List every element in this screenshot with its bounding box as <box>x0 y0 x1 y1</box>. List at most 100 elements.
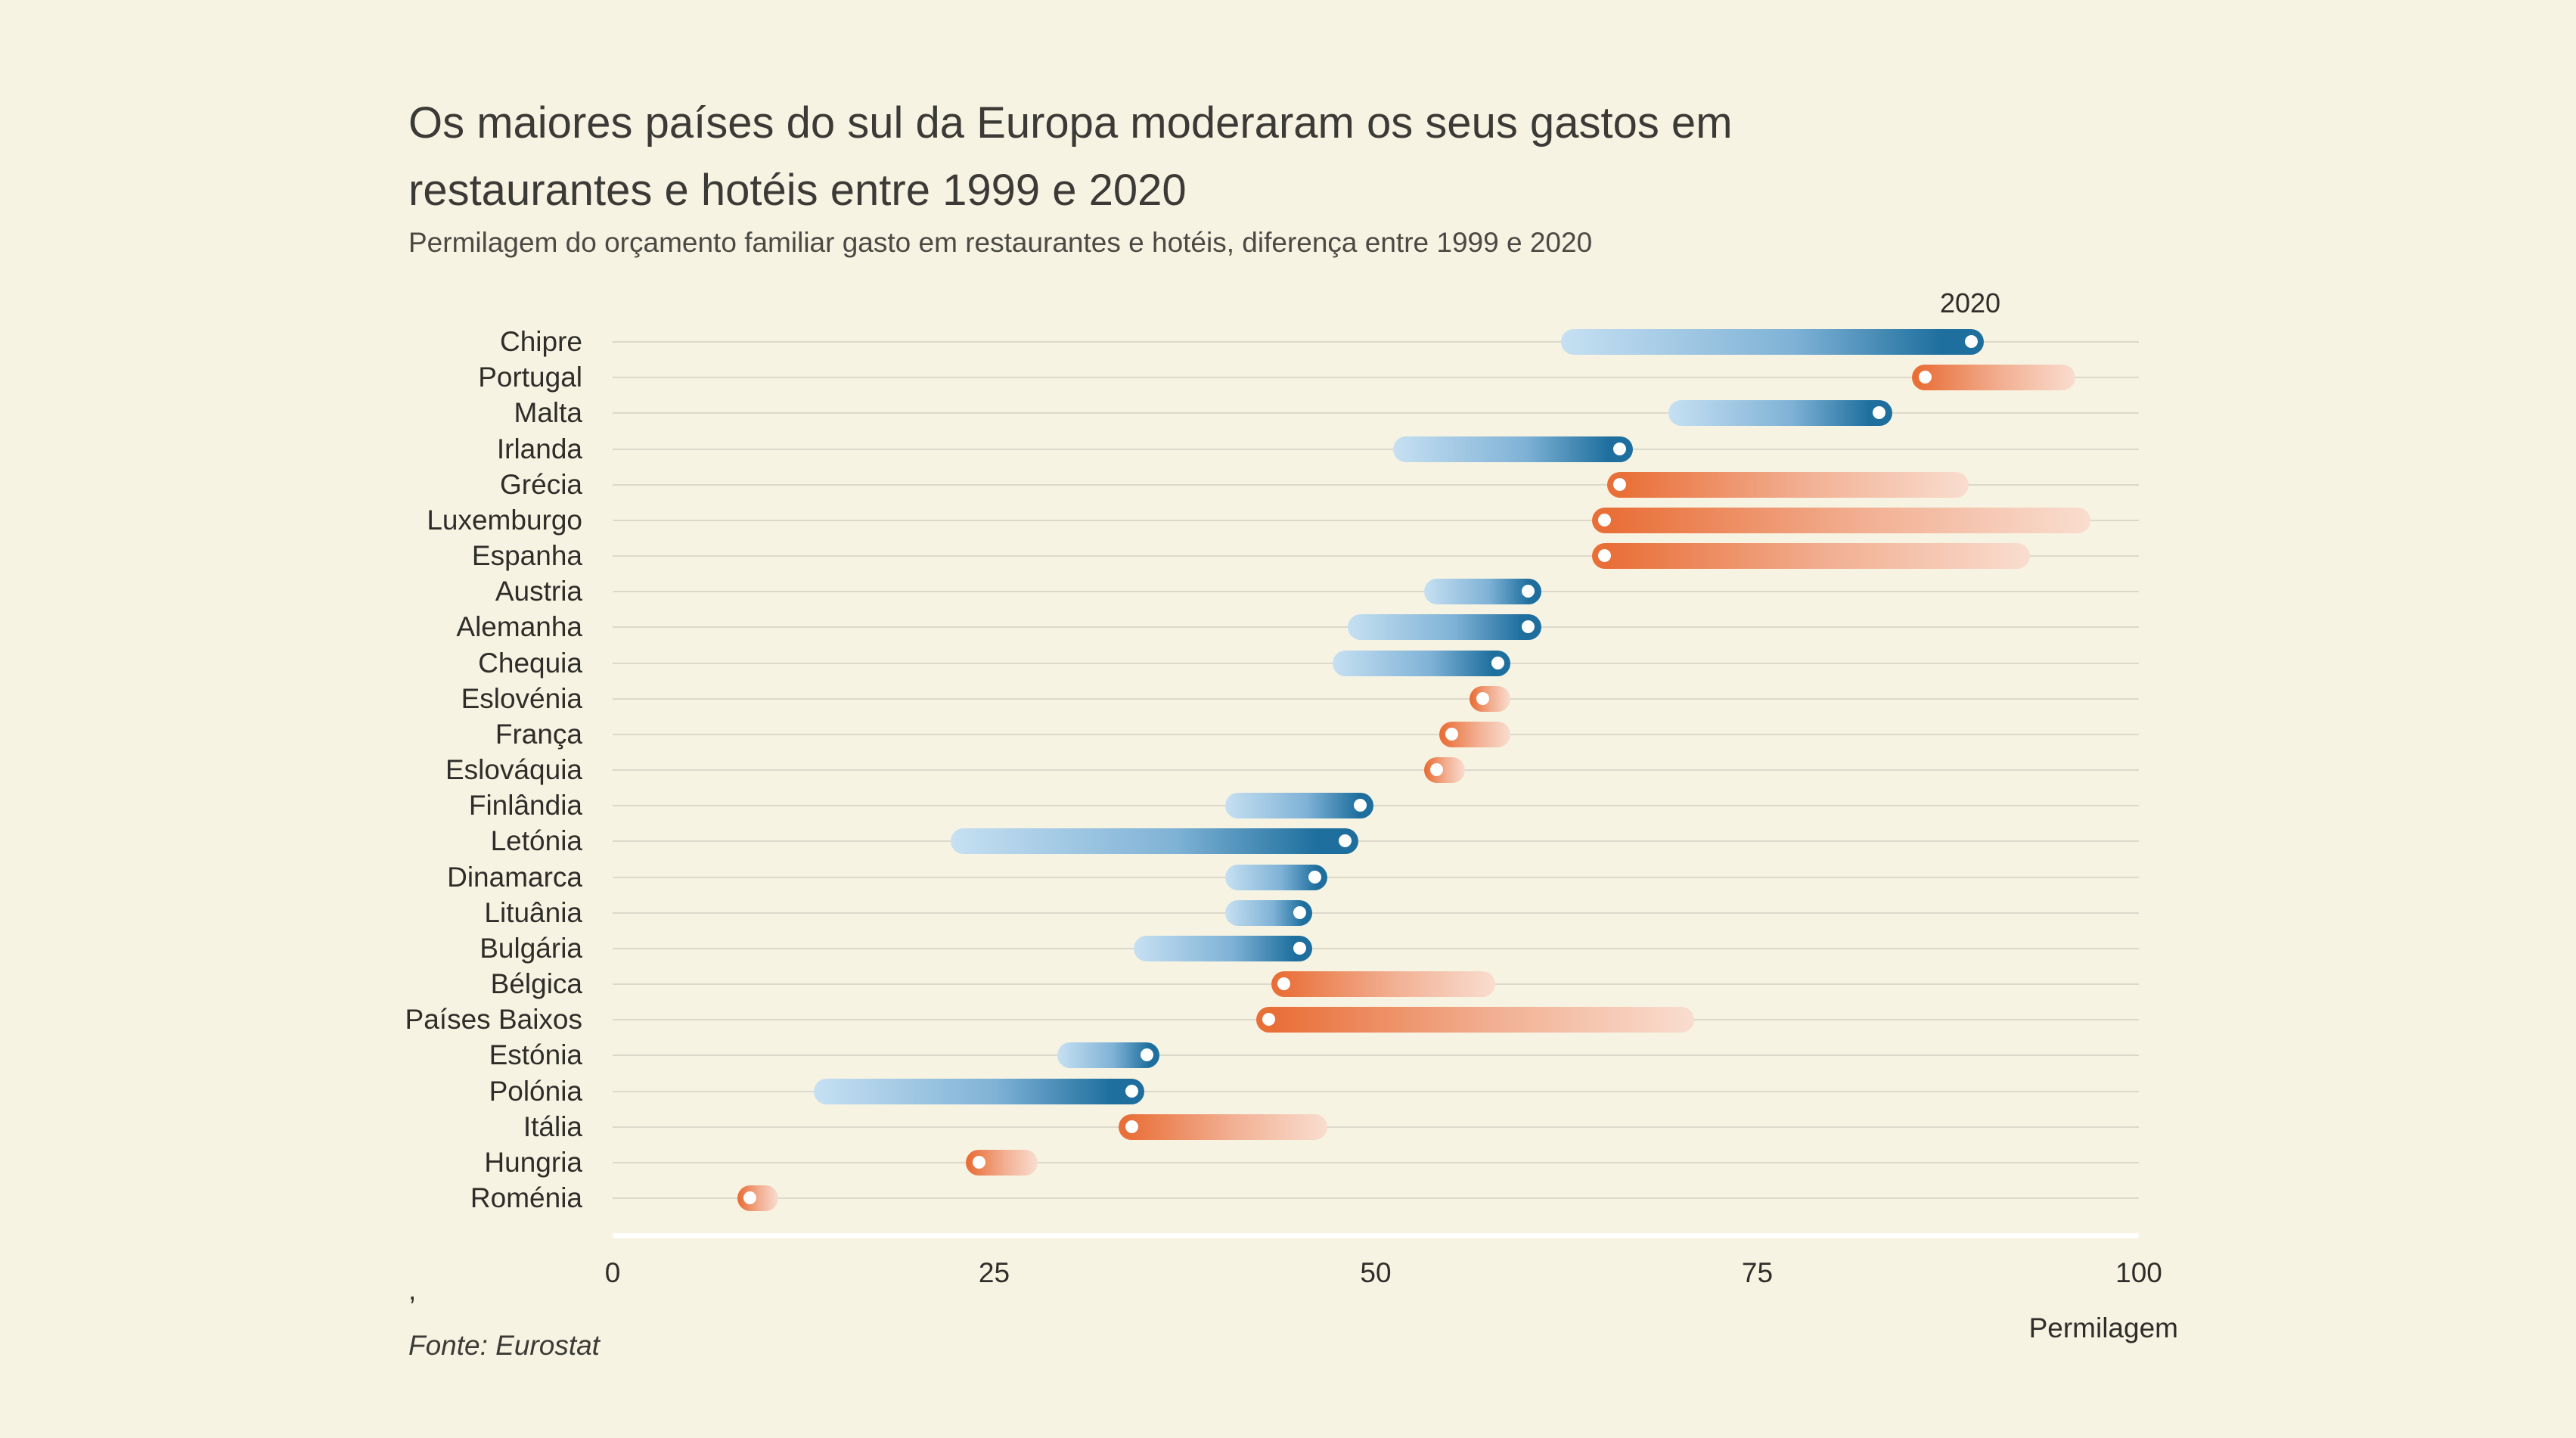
comet-bar-decrease <box>1423 757 1465 783</box>
year-2020-dot <box>1613 442 1627 455</box>
gridline <box>613 591 2139 593</box>
country-label: Países Baixos <box>405 1004 582 1036</box>
gridline <box>613 1054 2139 1057</box>
comet-bar-increase <box>1668 400 1892 427</box>
comet-bar-increase <box>1225 864 1328 890</box>
x-tick-label: 75 <box>1741 1257 1774 1288</box>
x-tick-label: 25 <box>978 1257 1010 1288</box>
country-label: Alemanha <box>456 611 582 643</box>
country-label: França <box>495 718 582 750</box>
gridline <box>613 448 2139 450</box>
country-label: Eslováquia <box>445 754 582 785</box>
year-2020-dot <box>1522 620 1535 634</box>
country-label: Lituânia <box>484 896 582 928</box>
comet-bar-increase <box>1225 793 1373 819</box>
country-label: Chequia <box>478 647 582 679</box>
year-2020-dot <box>743 1191 757 1204</box>
comet-bar-increase <box>1393 436 1633 462</box>
comet-bar-decrease <box>1591 507 2091 533</box>
gridline <box>613 412 2139 415</box>
year-2020-dot <box>1354 799 1367 812</box>
year-2020-dot <box>1598 549 1612 562</box>
gridline <box>613 555 2139 557</box>
country-label: Finlândia <box>468 790 582 821</box>
gridline <box>613 377 2139 379</box>
gridline <box>613 519 2139 521</box>
gridline <box>613 341 2139 343</box>
year-2020-dot <box>1293 905 1306 919</box>
comet-bar-increase <box>1225 899 1313 926</box>
gridline <box>613 1161 2139 1163</box>
gridline <box>613 840 2139 843</box>
x-tick-label: 0 <box>604 1257 621 1288</box>
x-tick-label: 50 <box>1360 1257 1392 1288</box>
country-label: Hungria <box>484 1146 582 1178</box>
source-credit: Fonte: Eurostat <box>408 1330 600 1361</box>
year-2020-annotation: 2020 <box>1939 287 2001 318</box>
gridline <box>613 805 2139 807</box>
comet-bar-decrease <box>1470 685 1511 712</box>
country-label: Itália <box>523 1110 582 1142</box>
footer-comma: , <box>408 1275 417 1306</box>
year-2020-dot <box>1445 727 1459 741</box>
country-label: Portugal <box>478 362 582 393</box>
gridline <box>613 1090 2139 1092</box>
gridline <box>613 697 2139 700</box>
comet-bar-decrease <box>1591 543 2030 569</box>
comet-bar-increase <box>1332 650 1511 676</box>
gridline <box>613 876 2139 878</box>
country-label: Bélgica <box>490 968 582 999</box>
country-label: Irlanda <box>496 433 582 464</box>
gridline <box>613 1126 2139 1128</box>
country-label: Espanha <box>471 540 582 571</box>
gridline <box>613 769 2139 771</box>
country-label: Luxemburgo <box>427 504 582 536</box>
year-2020-dot <box>1873 406 1886 420</box>
x-axis-unit-label: Permilagem <box>2028 1312 2178 1343</box>
comet-bar-decrease <box>966 1149 1038 1176</box>
gridline <box>613 912 2139 914</box>
year-2020-dot <box>1140 1048 1153 1062</box>
year-2020-dot <box>1430 763 1444 776</box>
country-label: Grécia <box>500 468 582 500</box>
comet-bar-increase <box>1134 935 1313 961</box>
comet-bar-increase <box>951 828 1358 855</box>
comet-bar-increase <box>1057 1042 1160 1069</box>
country-label: Chipre <box>500 326 582 357</box>
year-2020-dot <box>1476 691 1489 705</box>
year-2020-dot <box>1522 585 1535 598</box>
comet-bar-increase <box>813 1078 1145 1104</box>
country-label: Estónia <box>489 1039 582 1071</box>
country-label: Austria <box>495 576 582 607</box>
year-2020-dot <box>1918 371 1932 384</box>
comet-bar-increase <box>1423 579 1541 605</box>
year-2020-dot <box>1598 513 1612 526</box>
chart-title-line2: restaurantes e hotéis entre 1999 e 2020 <box>408 166 1187 215</box>
comet-bar-decrease <box>1271 971 1496 997</box>
year-2020-dot <box>1262 1013 1276 1026</box>
country-label: Roménia <box>470 1182 582 1213</box>
year-2020-dot <box>1613 477 1627 491</box>
year-2020-dot <box>1293 941 1306 955</box>
comet-bar-decrease <box>1439 721 1511 747</box>
year-2020-dot <box>1125 1120 1138 1133</box>
country-label: Eslovénia <box>461 682 582 714</box>
country-label: Letónia <box>490 825 582 857</box>
gridline <box>613 947 2139 949</box>
comet-bar-decrease <box>1119 1113 1328 1140</box>
chart-title-line1: Os maiores países do sul da Europa moder… <box>408 98 1733 148</box>
gridline <box>613 483 2139 486</box>
year-2020-dot <box>972 1155 985 1169</box>
country-label: Malta <box>514 397 582 429</box>
year-2020-dot <box>1277 977 1291 990</box>
gridline <box>613 733 2139 735</box>
chart-subtitle: Permilagem do orçamento familiar gasto e… <box>408 227 1593 258</box>
comet-bar-decrease <box>1912 365 2076 391</box>
comet-bar-decrease <box>1255 1007 1694 1033</box>
comet-bar-decrease <box>1606 471 1969 498</box>
x-tick-label: 100 <box>2115 1257 2162 1288</box>
year-2020-dot <box>1308 870 1321 884</box>
comet-bar-increase <box>1561 329 1984 355</box>
gridline <box>613 1197 2139 1199</box>
